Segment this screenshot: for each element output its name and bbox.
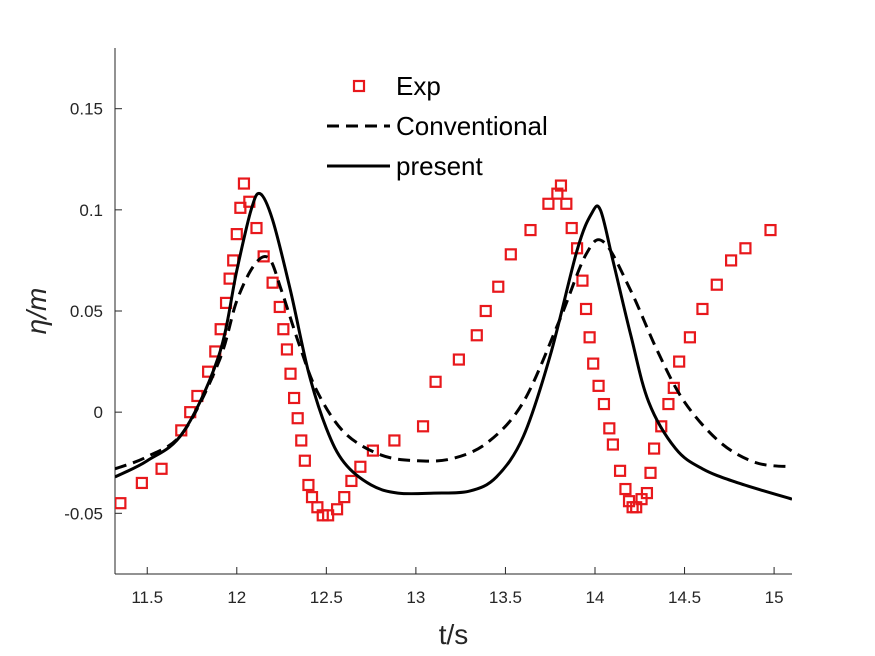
exp-marker: [250, 221, 263, 235]
legend-label: present: [396, 151, 483, 181]
x-tick-label: 12: [227, 588, 246, 607]
exp-marker: [696, 302, 709, 316]
y-axis-label: η/m: [21, 288, 52, 335]
exp-marker: [647, 442, 661, 455]
exp-marker: [429, 375, 442, 388]
y-tick-label: 0: [94, 403, 103, 422]
legend: Exp Conventional present: [327, 71, 548, 181]
exp-marker: [644, 466, 657, 479]
exp-marker: [492, 280, 505, 293]
series-layer: [115, 177, 792, 522]
x-tick-label: 15: [765, 588, 784, 607]
exp-marker: [345, 474, 358, 488]
exp-marker: [115, 497, 127, 510]
exp-marker: [587, 357, 600, 370]
y-tick-label: 0.05: [70, 302, 103, 321]
exp-marker: [640, 486, 654, 500]
exp-marker: [295, 434, 308, 447]
exp-marker: [662, 397, 675, 411]
exp-marker: [619, 482, 632, 496]
series-conventional: [115, 238, 792, 471]
exp-marker: [725, 254, 738, 267]
y-tick-label: 0.1: [79, 201, 103, 220]
exp-marker: [470, 329, 483, 342]
exp-marker: [606, 438, 619, 451]
present-line: [115, 191, 792, 501]
legend-label: Exp: [396, 71, 441, 101]
exp-marker: [597, 397, 611, 411]
x-tick-label: 12.5: [310, 588, 343, 607]
exp-marker: [288, 391, 301, 405]
exp-marker: [452, 353, 465, 366]
legend-entry-conventional: Conventional: [327, 111, 548, 141]
x-axis-label: t/s: [439, 619, 469, 650]
series-present: [115, 191, 792, 501]
exp-marker: [592, 379, 605, 392]
exp-marker: [613, 464, 627, 477]
exp-marker: [655, 420, 668, 433]
exp-marker: [298, 454, 311, 467]
exp-marker: [603, 422, 616, 435]
exp-marker: [257, 250, 270, 263]
exp-marker: [416, 420, 430, 433]
exp-marker: [542, 197, 555, 210]
ticks: 11.5 12 12.5 13 13.5 14 14.5 15 -0.05 0 0.05 0.1 0.1…: [64, 100, 783, 607]
exp-marker: [579, 302, 593, 316]
exp-marker: [560, 197, 573, 210]
exp-marker: [504, 248, 517, 261]
exp-marker: [524, 223, 537, 237]
exp-marker: [330, 503, 344, 516]
legend-entry-present: present: [327, 151, 483, 181]
exp-marker: [155, 462, 168, 475]
series-exp: [115, 177, 777, 522]
y-tick-label: 0.15: [70, 100, 103, 119]
x-tick-label: 13: [406, 588, 425, 607]
exp-marker: [739, 242, 752, 255]
exp-marker: [135, 476, 148, 490]
exp-marker: [576, 274, 589, 287]
exp-marker: [554, 179, 568, 192]
legend-label: Conventional: [396, 111, 548, 141]
x-tick-label: 13.5: [489, 588, 522, 607]
y-tick-label: -0.05: [64, 504, 103, 523]
exp-marker: [280, 343, 294, 356]
legend-entry-exp: Exp: [352, 71, 441, 101]
exp-marker: [667, 381, 680, 394]
conventional-line: [115, 238, 792, 471]
exp-marker: [354, 460, 367, 473]
exp-marker: [479, 304, 492, 318]
exp-marker: [284, 367, 297, 380]
exp-marker: [230, 228, 243, 241]
x-tick-label: 11.5: [131, 588, 163, 607]
x-tick-label: 14: [586, 588, 605, 607]
exp-marker: [683, 331, 697, 344]
exp-marker: [338, 491, 351, 504]
exp-marker: [565, 221, 578, 235]
exp-marker: [302, 478, 315, 492]
x-tick-label: 14.5: [668, 588, 701, 607]
exp-marker: [710, 278, 723, 291]
exp-marker: [273, 300, 286, 314]
exp-marker: [551, 187, 564, 200]
legend-marker: [352, 79, 366, 93]
exp-marker: [277, 323, 290, 336]
exp-marker: [291, 412, 304, 425]
exp-marker: [237, 177, 251, 190]
exp-marker: [388, 434, 401, 447]
exp-marker: [583, 331, 596, 344]
exp-marker: [673, 355, 686, 368]
exp-marker: [764, 223, 777, 237]
